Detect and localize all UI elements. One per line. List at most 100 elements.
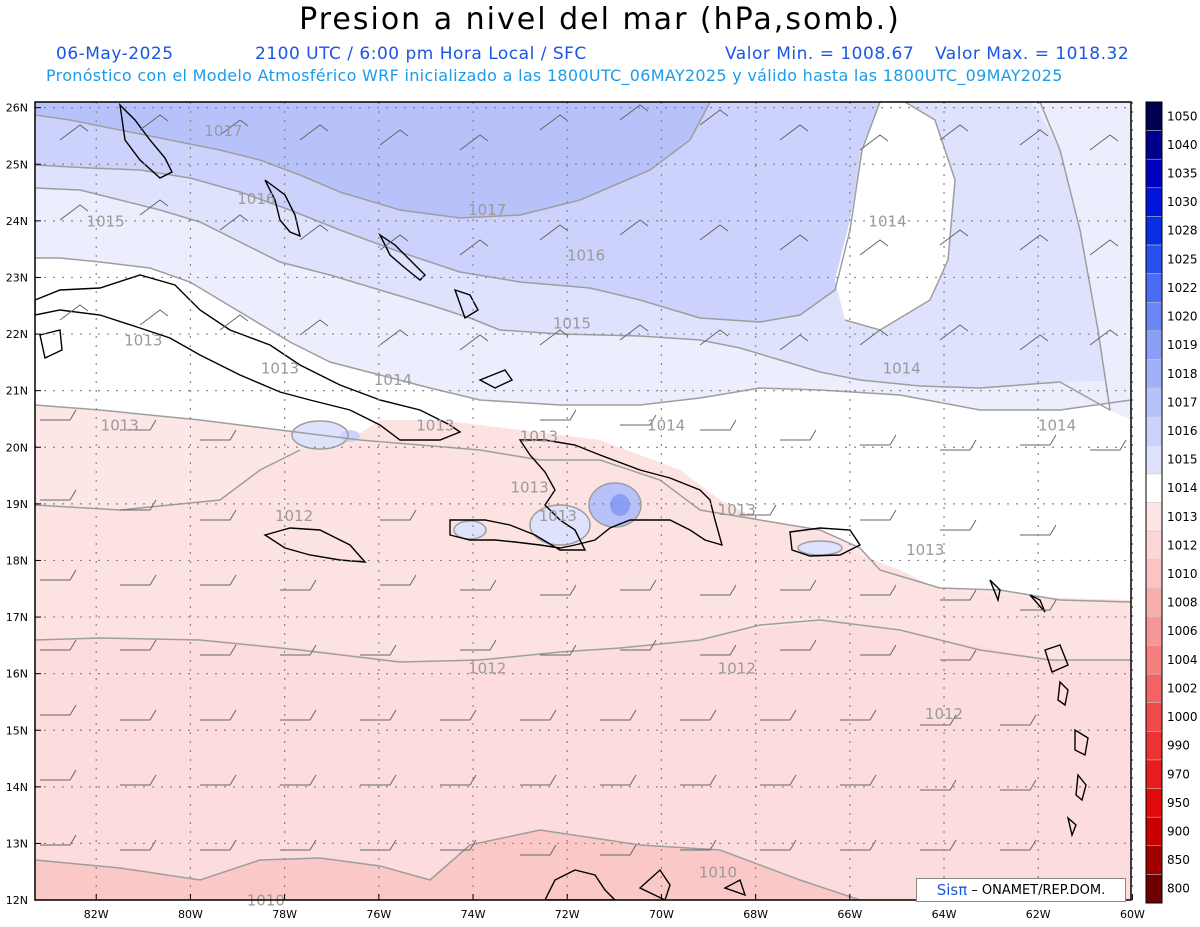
- colorbar-swatch: [1145, 759, 1163, 789]
- isobar-label: 1016: [237, 190, 275, 208]
- colorbar-frame: [1145, 101, 1163, 904]
- lon-label: 70W: [649, 908, 674, 921]
- colorbar-label: 1000: [1167, 710, 1198, 724]
- colorbar-swatch: [1145, 673, 1163, 704]
- isobar-label: 1013: [261, 360, 299, 378]
- isobar-label: 1013: [718, 501, 756, 519]
- isobar-label: 1013: [906, 541, 944, 559]
- map-title: Presion a nivel del mar (hPa,somb.): [299, 2, 901, 37]
- isobar-label: 1012: [925, 705, 963, 723]
- lon-label: 72W: [555, 908, 580, 921]
- lat-label: 16N: [6, 668, 28, 681]
- guajira-coast: [638, 868, 671, 900]
- isobar-label: 1013: [101, 416, 139, 434]
- isobar-label: 1014: [1038, 416, 1076, 434]
- colorbar-label: 1028: [1167, 224, 1198, 238]
- puerto-rico-coast: [789, 527, 862, 557]
- colorbar-swatch: [1145, 731, 1163, 761]
- st-lucia-coast: [1075, 773, 1087, 802]
- colorbar-swatch: [1145, 702, 1163, 732]
- colorbar-label: 1035: [1167, 167, 1198, 181]
- lon-label: 78W: [272, 908, 297, 921]
- martinique-coast: [1074, 728, 1089, 757]
- isobar-label: 1014: [374, 371, 412, 389]
- isobars: [35, 102, 1131, 900]
- isobar-label: 1013: [416, 416, 454, 434]
- coastlines: [35, 103, 1089, 900]
- lat-label: 25N: [6, 158, 28, 171]
- lat-label: 13N: [6, 837, 28, 850]
- isla-juventud-coast: [39, 329, 63, 360]
- st-vincent-coast: [1066, 816, 1077, 838]
- colorbar-label: 1030: [1167, 195, 1198, 209]
- colorbar-label: 1025: [1167, 252, 1198, 266]
- lat-label: 15N: [6, 724, 28, 737]
- lat-label: 26N: [6, 102, 28, 115]
- wind-barbs: [40, 104, 1127, 856]
- colorbar-label: 1050: [1167, 109, 1198, 123]
- lat-label: 17N: [6, 611, 28, 624]
- date-label: 06-May-2025: [56, 44, 174, 64]
- colorbar-swatch: [1145, 130, 1163, 160]
- lon-label: 60W: [1120, 908, 1145, 921]
- isobar-label: 1015: [87, 213, 125, 231]
- colorbar-swatch: [1145, 158, 1163, 189]
- forecast-info: Pronóstico con el Modelo Atmosférico WRF…: [46, 66, 1063, 85]
- colorbar-label: 850: [1167, 853, 1190, 867]
- colorbar-label: 1004: [1167, 653, 1198, 667]
- isobar-label: 1012: [718, 660, 756, 678]
- max-value-label: Valor Max. = 1018.32: [935, 44, 1130, 64]
- isobar-labels: 1017 1017 1016 1016 1015 1015 1014 1014 1014 1014…: [87, 122, 1077, 910]
- colorbar-swatch: [1145, 302, 1163, 332]
- lon-label: 66W: [837, 908, 862, 921]
- lat-label: 14N: [6, 781, 28, 794]
- jamaica-coast: [263, 527, 367, 563]
- colorbar-swatch: [1145, 330, 1163, 360]
- isobar-label: 1013: [510, 479, 548, 497]
- credit-box: Sisπ – ONAMET/REP.DOM.: [916, 878, 1126, 902]
- isobar-label: 1015: [553, 314, 591, 332]
- colombia-coast: [544, 869, 616, 900]
- colorbar-swatch: [1145, 502, 1163, 532]
- inagua-east-coast: [478, 369, 514, 389]
- colorbar-swatch: [1145, 387, 1163, 417]
- colorbar-swatch: [1145, 101, 1163, 131]
- isobar-label: 1012: [468, 660, 506, 678]
- time-label: 2100 UTC / 6:00 pm Hora Local / SFC: [255, 44, 587, 64]
- lat-label: 24N: [6, 215, 28, 228]
- lat-label: 23N: [6, 271, 28, 284]
- colorbar-label: 1018: [1167, 367, 1198, 381]
- lat-label: 18N: [6, 554, 28, 567]
- isobar-label: 1010: [699, 863, 737, 881]
- plot-frame: [34, 101, 1132, 901]
- colorbar-swatch: [1145, 473, 1163, 503]
- isobar-label: 1014: [868, 213, 906, 231]
- colorbar-label: 990: [1167, 739, 1190, 753]
- colorbar-swatch: [1145, 244, 1163, 274]
- colorbar-label: 1017: [1167, 395, 1198, 409]
- hispaniola-coast: [449, 439, 724, 551]
- colorbar-label: 970: [1167, 767, 1190, 781]
- lon-label: 82W: [84, 908, 109, 921]
- dominica-coast: [1057, 680, 1069, 707]
- lat-label: 20N: [6, 441, 28, 454]
- credit-text: – ONAMET/REP.DOM.: [971, 882, 1106, 898]
- lon-label: 74W: [461, 908, 486, 921]
- colorbar-label: 1010: [1167, 567, 1198, 581]
- colorbar-label: 950: [1167, 796, 1190, 810]
- colorbar-label: 1006: [1167, 624, 1198, 638]
- colorbar-label: 1012: [1167, 538, 1198, 552]
- colorbar-swatch: [1145, 788, 1163, 818]
- isobar-label: 1016: [567, 246, 605, 264]
- colorbar: 1050 1040 1035 1030 1028 1025 1022 1020 1019 1018…: [1145, 101, 1198, 904]
- colorbar-swatch: [1145, 559, 1163, 589]
- colorbar-swatch: [1145, 588, 1163, 618]
- cuba-coast: [35, 274, 462, 441]
- colorbar-swatch: [1145, 216, 1163, 246]
- colorbar-swatch: [1145, 273, 1163, 303]
- lat-label: 21N: [6, 385, 28, 398]
- colorbar-swatch: [1145, 616, 1163, 646]
- lat-label: 22N: [6, 328, 28, 341]
- isobar-label: 1013: [520, 428, 558, 446]
- lat-label: 12N: [6, 894, 28, 907]
